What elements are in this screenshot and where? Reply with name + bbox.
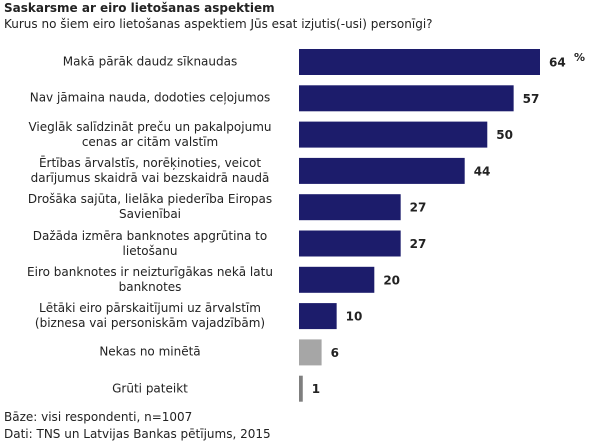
bar xyxy=(299,266,375,293)
footnote: Dati: TNS un Latvijas Bankas pētījums, 2… xyxy=(4,427,271,441)
bar xyxy=(299,157,465,184)
category-label: Nav jāmaina nauda, dodoties ceļojumos xyxy=(29,90,271,105)
value-label: 44 xyxy=(474,164,491,178)
value-label: 27 xyxy=(410,201,427,215)
category-label: Drošāka sajūta, lielāka piederība Eiropa… xyxy=(27,192,273,222)
value-label: 64 xyxy=(549,56,566,70)
value-label: 27 xyxy=(410,237,427,251)
category-label: Lētāki eiro pārskaitījumi uz ārvalstīm (… xyxy=(34,301,266,331)
value-label: 20 xyxy=(383,273,400,287)
chart-subtitle: Kurus no šiem eiro lietošanas aspektiem … xyxy=(4,17,433,31)
category-label: Nekas no minētā xyxy=(99,344,201,359)
bar xyxy=(299,49,540,75)
unit-label: % xyxy=(574,51,585,64)
bar xyxy=(299,303,337,330)
category-label: Eiro banknotes ir neizturīgākas nekā lat… xyxy=(27,264,273,294)
bar xyxy=(299,194,401,221)
category-label: Grūti pateikt xyxy=(112,381,188,396)
value-label: 6 xyxy=(331,346,339,360)
bar xyxy=(299,375,303,402)
chart-title: Saskarsme ar eiro lietošanas aspektiem xyxy=(4,1,275,15)
footnote: Bāze: visi respondenti, n=1007 xyxy=(4,410,193,424)
bar xyxy=(299,85,514,112)
value-label: 10 xyxy=(346,310,363,324)
value-label: 50 xyxy=(496,128,513,142)
category-label: Vieglāk salīdzināt preču un pakalpojumu … xyxy=(28,119,272,149)
value-label: 1 xyxy=(312,382,320,396)
bar xyxy=(299,230,401,257)
category-label: Ērtības ārvalstīs, norēķinoties, veicot … xyxy=(30,155,270,185)
value-label: 57 xyxy=(523,92,540,106)
category-label: Makā pārāk daudz sīknaudas xyxy=(62,54,238,69)
bar xyxy=(299,121,488,148)
category-label: Dažāda izmēra banknotes apgrūtina to lie… xyxy=(32,228,268,258)
bar xyxy=(299,339,322,366)
